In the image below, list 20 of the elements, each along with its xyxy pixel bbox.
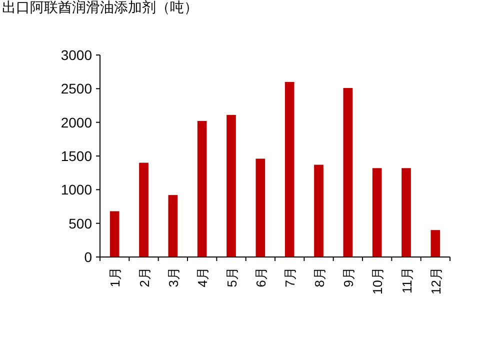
x-tick-label: 4月: [195, 267, 210, 288]
x-tick-label: 12月: [428, 267, 444, 294]
y-tick-label: 500: [68, 215, 92, 232]
y-tick-label: 2500: [60, 80, 92, 97]
y-tick-label: 3000: [60, 47, 92, 63]
y-tick-label: 1000: [60, 182, 92, 198]
x-tick-label: 5月: [224, 267, 240, 288]
y-tick-label: 0: [84, 249, 92, 265]
x-tick-label: 9月: [340, 267, 356, 288]
x-tick-label: 10月: [370, 267, 386, 294]
x-tick-label: 6月: [253, 267, 268, 288]
x-tick-label: 2月: [136, 267, 152, 288]
x-tick-label: 11月: [399, 267, 414, 294]
y-tick-label: 1500: [60, 148, 92, 164]
chart-title: 出口阿联酋润滑油添加剂（吨）: [2, 0, 198, 15]
x-tick-label: 3月: [166, 267, 181, 288]
x-tick-label: 7月: [282, 267, 298, 288]
y-tick-label: 2000: [60, 114, 92, 130]
x-tick-label: 8月: [312, 267, 327, 288]
x-tick-label: 1月: [108, 267, 123, 288]
